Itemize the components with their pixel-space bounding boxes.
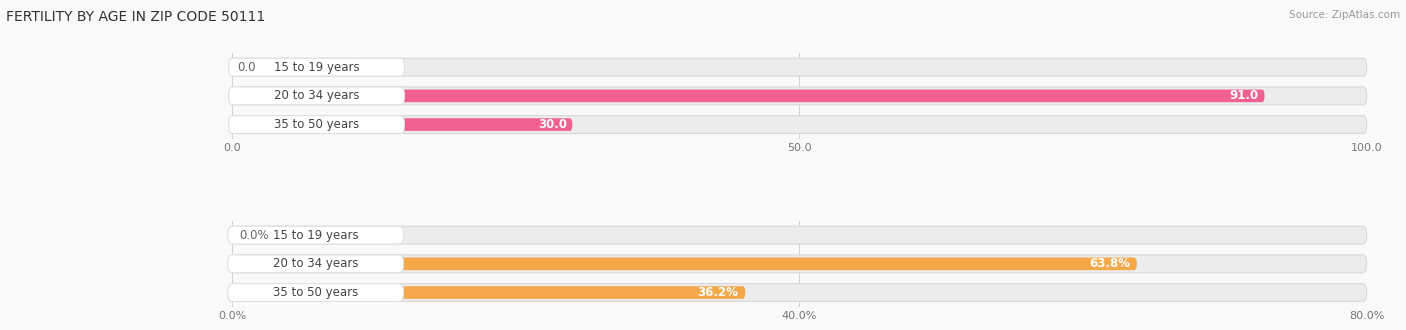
Text: 0.0%: 0.0% bbox=[239, 229, 269, 242]
FancyBboxPatch shape bbox=[229, 116, 405, 133]
FancyBboxPatch shape bbox=[229, 58, 405, 76]
FancyBboxPatch shape bbox=[232, 118, 572, 131]
FancyBboxPatch shape bbox=[228, 226, 404, 244]
FancyBboxPatch shape bbox=[229, 87, 405, 105]
Text: 15 to 19 years: 15 to 19 years bbox=[273, 229, 359, 242]
FancyBboxPatch shape bbox=[228, 284, 404, 301]
Text: 20 to 34 years: 20 to 34 years bbox=[273, 257, 359, 270]
FancyBboxPatch shape bbox=[232, 226, 1367, 244]
FancyBboxPatch shape bbox=[232, 87, 1367, 105]
FancyBboxPatch shape bbox=[232, 89, 1264, 102]
FancyBboxPatch shape bbox=[232, 286, 745, 299]
Text: 20 to 34 years: 20 to 34 years bbox=[274, 89, 360, 102]
Text: 91.0: 91.0 bbox=[1230, 89, 1258, 102]
FancyBboxPatch shape bbox=[232, 58, 1367, 76]
Text: 35 to 50 years: 35 to 50 years bbox=[273, 286, 359, 299]
Text: FERTILITY BY AGE IN ZIP CODE 50111: FERTILITY BY AGE IN ZIP CODE 50111 bbox=[6, 10, 264, 24]
Text: 15 to 19 years: 15 to 19 years bbox=[274, 61, 360, 74]
FancyBboxPatch shape bbox=[232, 284, 1367, 301]
Text: 35 to 50 years: 35 to 50 years bbox=[274, 118, 359, 131]
Text: 63.8%: 63.8% bbox=[1088, 257, 1130, 270]
Text: Source: ZipAtlas.com: Source: ZipAtlas.com bbox=[1289, 10, 1400, 20]
FancyBboxPatch shape bbox=[228, 255, 404, 273]
Text: 0.0: 0.0 bbox=[238, 61, 256, 74]
FancyBboxPatch shape bbox=[232, 116, 1367, 133]
FancyBboxPatch shape bbox=[232, 255, 1367, 273]
Text: 36.2%: 36.2% bbox=[697, 286, 738, 299]
FancyBboxPatch shape bbox=[232, 257, 1137, 270]
Text: 30.0: 30.0 bbox=[537, 118, 567, 131]
